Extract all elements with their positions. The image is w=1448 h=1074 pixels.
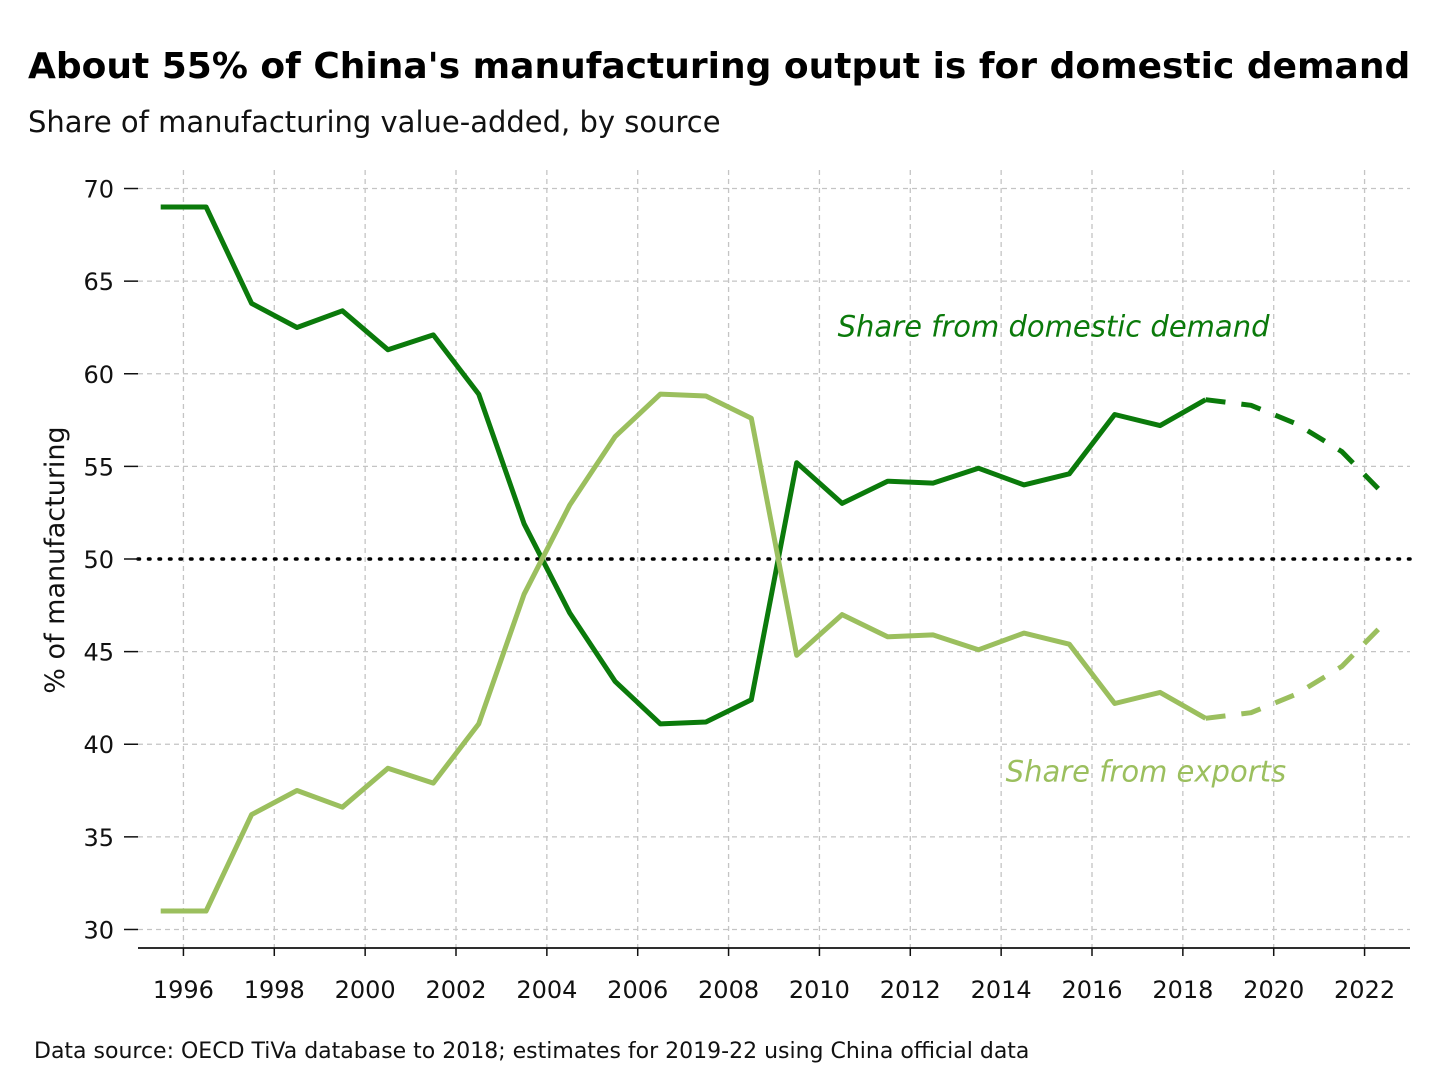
x-tick-label-2020: 2020 xyxy=(1243,976,1304,1004)
series-estimate-line-1 xyxy=(1205,618,1390,721)
series-line-1 xyxy=(160,391,1207,914)
x-tick-label-2010: 2010 xyxy=(789,976,850,1004)
series-estimate-line-0 xyxy=(1205,397,1390,500)
chart-subtitle: Share of manufacturing value-added, by s… xyxy=(28,105,721,139)
series-annotations: Share from domestic demand Share from exp… xyxy=(838,310,1287,789)
x-tick-label-2000: 2000 xyxy=(335,976,396,1004)
series-line-0 xyxy=(160,204,1207,727)
y-tick-label-50: 50 xyxy=(83,546,114,574)
x-tick-label-2012: 2012 xyxy=(880,976,941,1004)
x-tick-label-2022: 2022 xyxy=(1334,976,1395,1004)
x-tick-label-2002: 2002 xyxy=(425,976,486,1004)
chart-title: About 55% of China's manufacturing outpu… xyxy=(28,46,1410,87)
x-tick-labels: 1996 1998 2000 2002 2004 2006 2008 2010 2012 2014… xyxy=(153,976,1395,1004)
y-tick-label-60: 60 xyxy=(83,361,114,389)
x-tick-label-2008: 2008 xyxy=(698,976,759,1004)
y-tick-label-45: 45 xyxy=(83,639,114,667)
series-annotation-0: Share from domestic demand xyxy=(838,310,1270,344)
x-tick-label-2014: 2014 xyxy=(971,976,1032,1004)
y-tick-label-40: 40 xyxy=(83,731,114,759)
x-tick-label-1996: 1996 xyxy=(153,976,214,1004)
y-tick-labels: 30 35 40 45 50 55 60 65 70 xyxy=(83,176,114,945)
x-tick-label-1998: 1998 xyxy=(244,976,305,1004)
y-tick-label-65: 65 xyxy=(83,268,114,296)
series-lines xyxy=(160,204,1390,914)
y-tick-label-70: 70 xyxy=(83,176,114,204)
y-gridlines xyxy=(138,187,1410,931)
y-tick-label-35: 35 xyxy=(83,824,114,852)
x-tick-label-2016: 2016 xyxy=(1061,976,1122,1004)
y-axis-label: % of manufacturing xyxy=(40,426,71,693)
x-tick-label-2004: 2004 xyxy=(516,976,577,1004)
axes xyxy=(124,187,1410,956)
x-tick-label-2018: 2018 xyxy=(1152,976,1213,1004)
series-annotation-1: Share from exports xyxy=(1006,754,1286,788)
data-source-note: Data source: OECD TiVa database to 2018;… xyxy=(34,1039,1029,1064)
x-tick-label-2006: 2006 xyxy=(607,976,668,1004)
y-tick-label-55: 55 xyxy=(83,453,114,481)
y-tick-label-30: 30 xyxy=(83,916,114,944)
